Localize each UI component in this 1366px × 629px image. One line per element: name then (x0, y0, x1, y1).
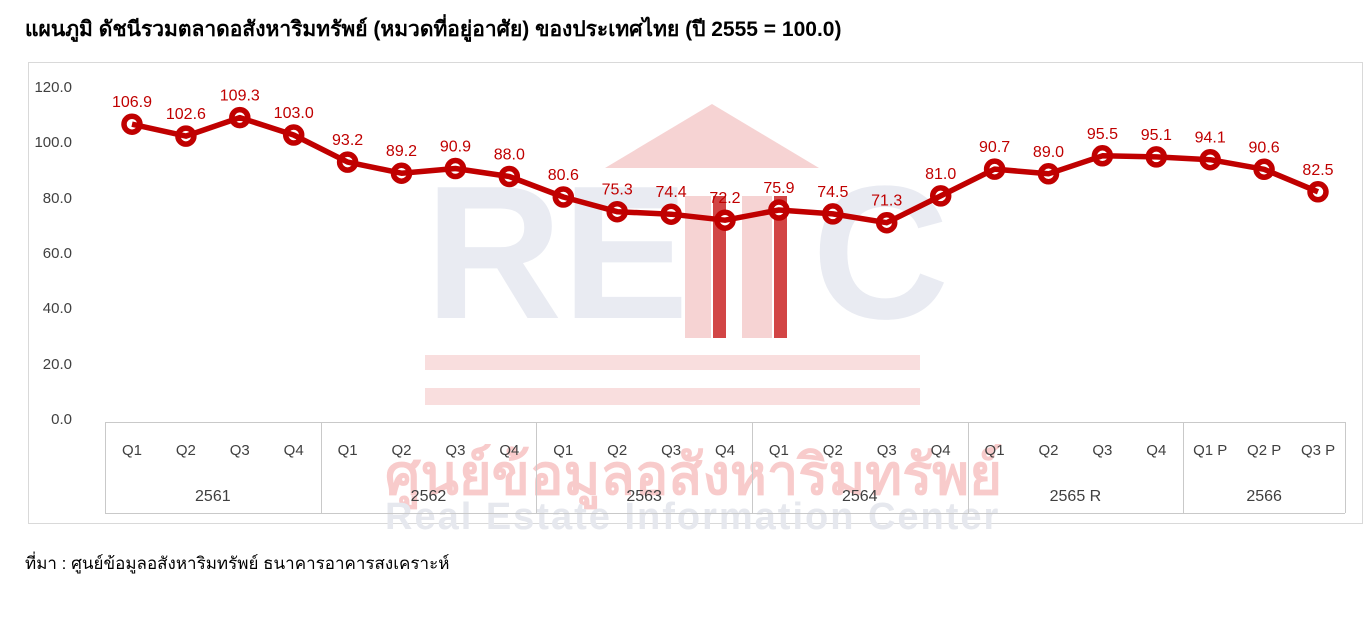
x-axis-line (105, 513, 1345, 514)
x-axis-divider (536, 422, 537, 513)
x-axis-quarter-label: Q1 (121, 442, 142, 459)
x-axis-divider (1183, 422, 1184, 513)
x-axis-quarter-label: Q1 (768, 442, 789, 459)
x-axis-year-label: 2563 (626, 488, 662, 505)
x-axis-year-label: 2564 (841, 488, 878, 505)
x-axis-line (105, 422, 1345, 423)
x-axis-quarter-label: Q2 P (1247, 442, 1282, 459)
y-axis-tick-label: 20.0 (42, 355, 72, 373)
x-axis-quarter-label: Q4 (499, 442, 520, 459)
x-axis-year-label: 2561 (195, 488, 231, 505)
y-axis-tick-label: 120.0 (34, 79, 72, 96)
x-axis-quarter-label: Q3 (1092, 442, 1113, 459)
watermark-letter-e: E (562, 147, 689, 359)
x-axis-quarter-label: Q4 (930, 442, 951, 459)
x-axis-quarter-label: Q3 (445, 442, 466, 459)
x-axis-quarter-label: Q1 (553, 442, 574, 459)
x-axis-quarter-label: Q3 (876, 442, 897, 459)
source-note: ที่มา : ศูนย์ข้อมูลอสังหาริมทรัพย์ ธนาคา… (25, 554, 450, 573)
x-axis-quarter-label: Q2 (607, 442, 628, 459)
x-axis-quarter-label: Q2 (391, 442, 412, 459)
x-axis-divider (752, 422, 753, 513)
watermark-letter-r: R (425, 147, 563, 359)
x-axis-year-label: 2565 R (1049, 488, 1102, 505)
watermark-base-bar (425, 355, 920, 370)
x-axis-quarter-label: Q4 (714, 442, 735, 459)
y-axis-tick-label: 80.0 (42, 189, 72, 207)
x-axis-year-label: 2562 (410, 488, 447, 505)
x-axis-quarter-label: Q3 P (1300, 442, 1336, 459)
x-axis-year-label: 2566 (1246, 488, 1282, 505)
x-axis-divider (968, 422, 969, 513)
y-axis-tick-label: 60.0 (42, 245, 72, 262)
watermark-column-icon (685, 196, 711, 338)
x-axis-divider (1345, 422, 1346, 513)
x-axis-quarter-label: Q4 (1146, 442, 1167, 459)
x-axis-quarter-label: Q3 (661, 442, 682, 459)
y-axis-tick-label: 40.0 (42, 300, 72, 318)
x-axis-quarter-label: Q2 (822, 442, 843, 459)
x-axis-quarter-label: Q2 (1038, 442, 1059, 459)
y-axis-tick-label: 100.0 (34, 134, 72, 152)
x-axis-quarter-label: Q1 (337, 442, 358, 459)
watermark-thai-text: ศูนย์ข้อมูลอสังหาริมทรัพย์ (385, 443, 1003, 506)
x-axis-quarter-label: Q4 (283, 442, 304, 459)
watermark-column-icon (742, 196, 772, 338)
x-axis-quarter-label: Q1 (984, 442, 1005, 459)
y-axis-tick-label: 0.0 (51, 411, 72, 428)
x-axis-quarter-label: Q2 (175, 442, 196, 459)
x-axis-quarter-label: Q3 (229, 442, 250, 459)
x-axis-divider (321, 422, 322, 513)
x-axis-divider (105, 422, 106, 513)
watermark-column-icon (713, 196, 726, 338)
watermark-english-text: Real Estate Information Center (385, 496, 1001, 538)
x-axis-quarter-label: Q1 P (1193, 442, 1228, 459)
watermark-column-icon (774, 196, 787, 338)
page-title: แผนภูมิ ดัชนีรวมตลาดอสังหาริมทรัพย์ (หมว… (25, 18, 842, 41)
watermark-letter-c: C (812, 147, 950, 359)
watermark-base-bar (425, 388, 920, 405)
